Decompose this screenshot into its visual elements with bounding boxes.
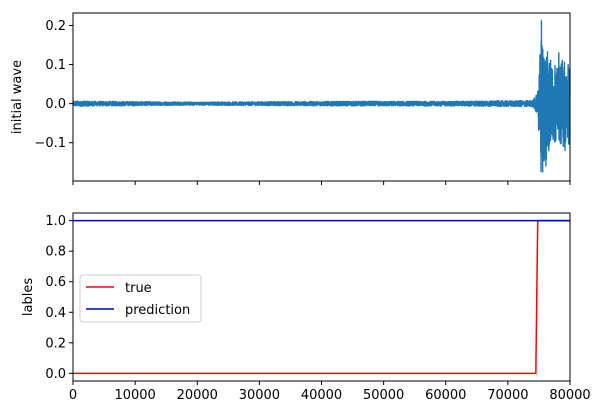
top-panel: −0.1 0.0 0.1 0.2 initial wave (10, 12, 571, 185)
top-ytick-label: 0.0 (45, 97, 66, 112)
wave-series-line (72, 20, 571, 173)
top-y-axis-label: initial wave (10, 60, 25, 134)
bottom-xtick-label: 70000 (487, 388, 528, 403)
bottom-ytick-label: 0.2 (45, 336, 66, 351)
bottom-xtick-label: 20000 (177, 388, 218, 403)
bottom-xtick-label: 60000 (425, 388, 466, 403)
top-ytick-label: 0.1 (45, 58, 66, 73)
bottom-x-ticks: 0 10000 20000 30000 40000 50000 60000 70000 8000… (69, 381, 591, 403)
top-ytick-label: −0.1 (34, 136, 66, 151)
legend-label-true: true (125, 281, 152, 296)
top-x-ticks (72, 181, 571, 185)
top-ytick-label: 0.2 (45, 19, 66, 34)
top-axes-frame (72, 12, 571, 182)
top-y-ticks: −0.1 0.0 0.1 0.2 (34, 19, 73, 151)
bottom-ytick-label: 0.4 (45, 306, 66, 321)
bottom-xtick-label: 0 (69, 388, 77, 403)
bottom-y-axis-label: lables (21, 278, 36, 316)
bottom-xtick-label: 40000 (301, 388, 342, 403)
legend-label-prediction: prediction (125, 303, 190, 318)
bottom-plot-area (73, 219, 570, 375)
bottom-xtick-label: 50000 (363, 388, 404, 403)
bottom-ytick-label: 0.8 (45, 245, 66, 260)
bottom-ytick-label: 0.6 (45, 275, 66, 290)
bottom-ytick-label: 1.0 (45, 214, 66, 229)
bottom-panel: 0.0 0.2 0.4 0.6 0.8 1.0 0 10000 20000 30000 40000… (21, 212, 591, 403)
bottom-y-ticks: 0.0 0.2 0.4 0.6 0.8 1.0 (45, 214, 73, 382)
top-plot-area (72, 20, 571, 173)
legend: true prediction (79, 274, 202, 323)
bottom-ytick-label: 0.0 (45, 367, 66, 382)
bottom-xtick-label: 30000 (239, 388, 280, 403)
bottom-xtick-label: 80000 (549, 388, 590, 403)
bottom-xtick-label: 10000 (114, 388, 155, 403)
